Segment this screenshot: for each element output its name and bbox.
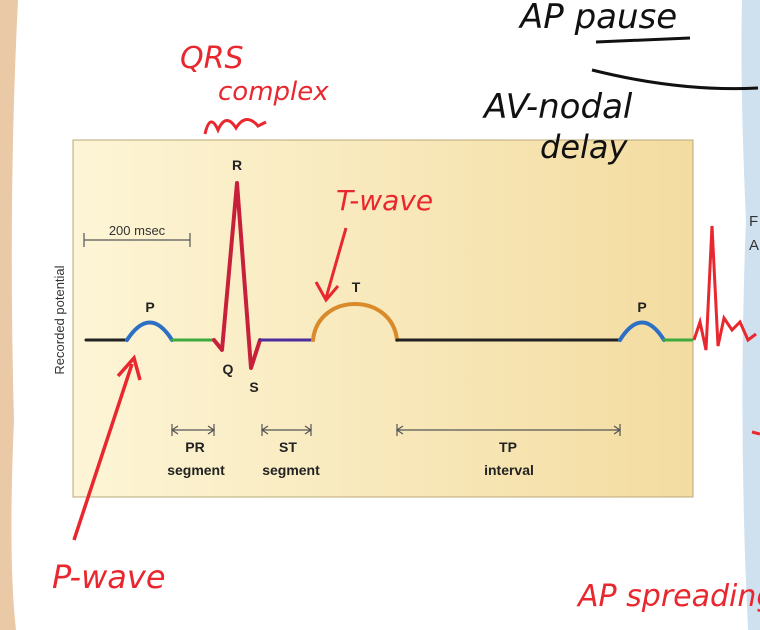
right-paper-edge <box>741 0 760 630</box>
label-q: Q <box>223 361 234 377</box>
label-p2: P <box>637 299 646 315</box>
qrs-complex <box>212 181 262 370</box>
qrs-annotation-line2: complex <box>218 77 329 107</box>
t-wave-arrow <box>314 227 348 303</box>
ecg-trace <box>84 181 694 370</box>
segment-st-sub: segment <box>262 462 320 478</box>
p-wave-annotation: P-wave <box>52 558 166 596</box>
segment-pr-name: PR <box>185 439 204 455</box>
right-ecg-sketch <box>692 225 757 351</box>
segment-tp-sub: interval <box>484 462 534 478</box>
t-wave-annotation: T-wave <box>336 184 433 217</box>
tp-bracket <box>395 424 622 436</box>
scale-bar-label: 200 msec <box>109 223 166 238</box>
p-wave-arrow <box>72 354 142 541</box>
scale-bar: 200 msec <box>83 223 191 247</box>
p-wave-2 <box>618 320 666 342</box>
p-wave <box>125 320 174 342</box>
qrs-annotation-line1: QRS <box>180 41 244 76</box>
pr-bracket <box>170 424 216 436</box>
edge-text-f: F <box>749 213 758 230</box>
right-red-mark <box>751 430 760 436</box>
av-delay-annotation-line1: AV-nodal <box>482 87 633 127</box>
st-bracket <box>260 424 313 436</box>
edge-text-a: A <box>749 237 759 254</box>
t-wave <box>311 302 399 342</box>
segment-pr-sub: segment <box>167 462 225 478</box>
ap-spreading-annotation: AP spreading <box>576 579 760 614</box>
ap-pause-annotation: AP pause <box>518 0 677 37</box>
qrs-annotation-squiggle <box>203 118 267 135</box>
av-delay-divider <box>591 68 759 91</box>
ap-pause-underline <box>595 36 691 44</box>
segment-tp-name: TP <box>499 439 517 455</box>
label-r: R <box>232 157 242 173</box>
segment-st-name: ST <box>279 439 297 455</box>
av-delay-annotation-line2: delay <box>540 128 629 166</box>
label-t: T <box>352 279 361 295</box>
label-p: P <box>145 299 154 315</box>
left-paper-edge <box>0 0 18 630</box>
axis-label: Recorded potential <box>52 265 67 374</box>
label-s: S <box>249 379 258 395</box>
ecg-panel <box>72 139 694 498</box>
